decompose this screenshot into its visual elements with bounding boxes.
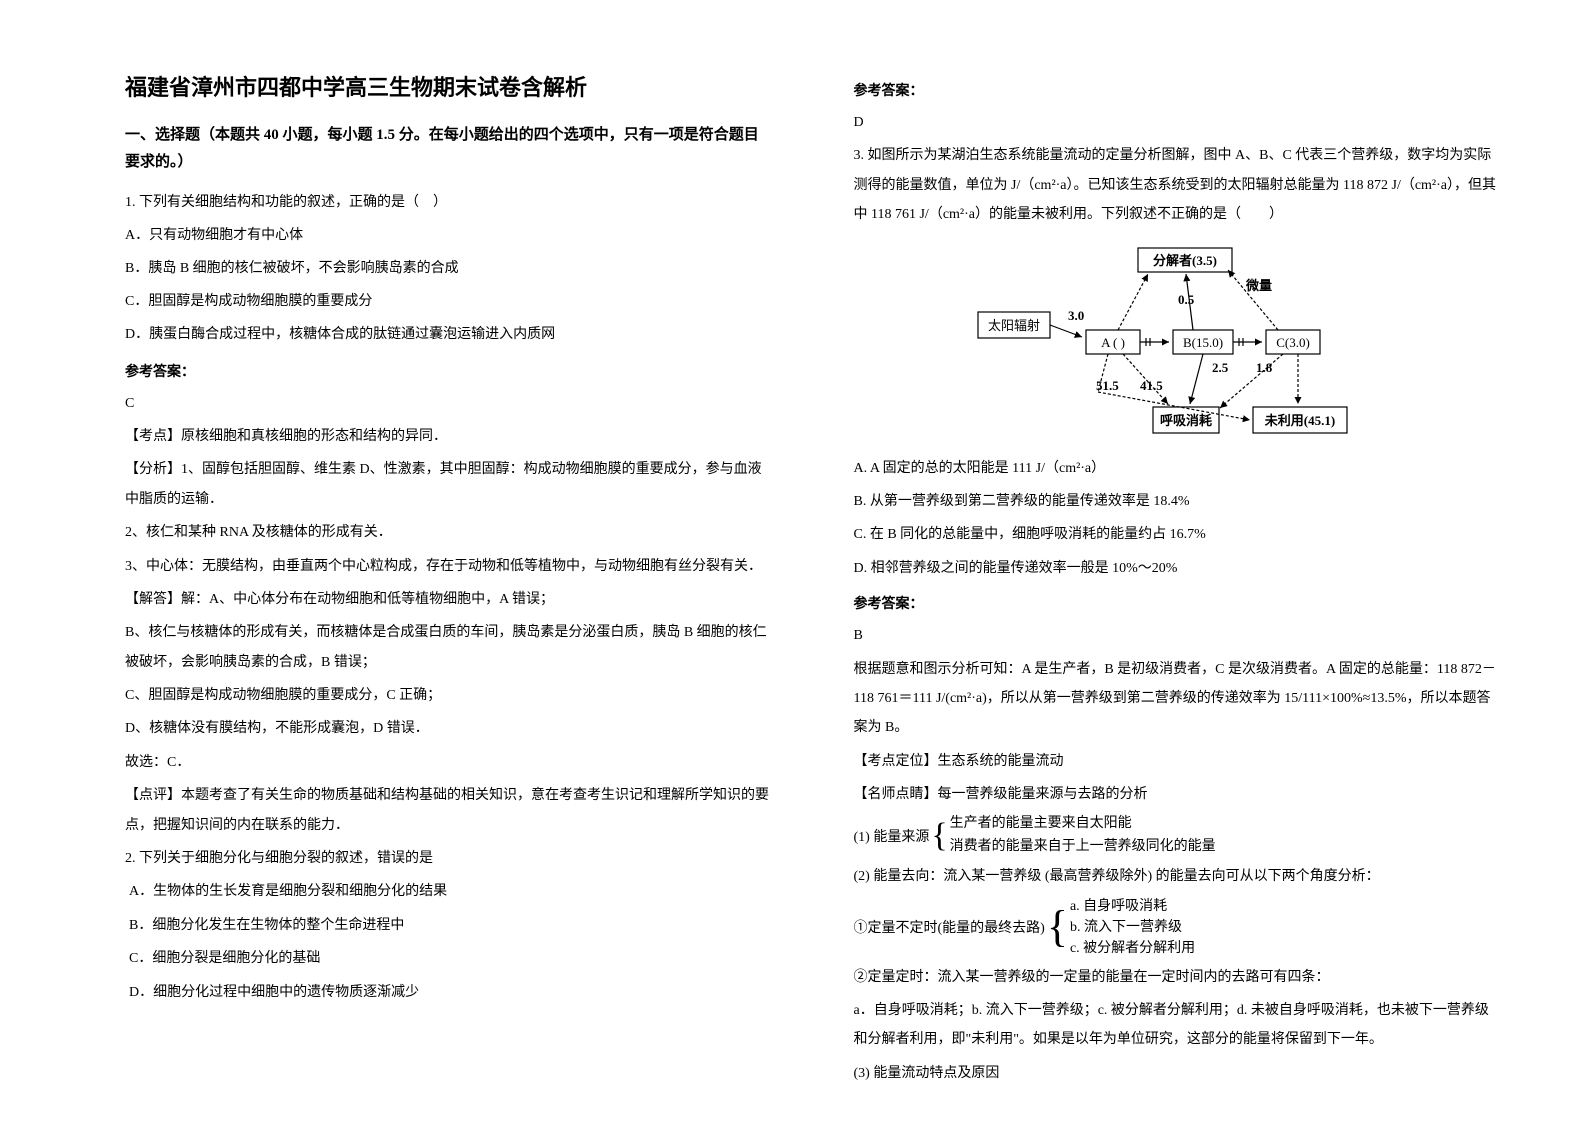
q1-jieda-b: B、核仁与核糖体的形成有关，而核糖体是合成蛋白质的车间，胰岛素是分泌蛋白质，胰岛… xyxy=(125,618,774,677)
ann-a-decomp: 0.5 xyxy=(1178,292,1195,307)
q3-explanation: 根据题意和图示分析可知：A 是生产者，B 是初级消费者，C 是次级消费者。A 固… xyxy=(854,655,1503,743)
dest-label: ①定量不定时(能量的最终去路) xyxy=(854,917,1045,937)
q1-option-d: D．胰蛋白酶合成过程中，核糖体合成的肽链通过囊泡运输进入内质网 xyxy=(125,320,774,351)
q3-option-c: C. 在 B 同化的总能量中，细胞呼吸消耗的能量约占 16.7% xyxy=(854,520,1503,549)
q3-kaodian: 【考点定位】生态系统的能量流动 xyxy=(854,747,1503,776)
q1-option-c: C．胆固醇是构成动物细胞膜的重要成分 xyxy=(125,287,774,318)
q3-option-b: B. 从第一营养级到第二营养级的能量传递效率是 18.4% xyxy=(854,487,1503,516)
q3-stem: 3. 如图所示为某湖泊生态系统能量流动的定量分析图解，图中 A、B、C 代表三个… xyxy=(854,141,1503,229)
q1-jieda-a: 【解答】解：A、中心体分布在动物细胞和低等植物细胞中，A 错误； xyxy=(125,585,774,614)
q1-fenxi-3: 3、中心体：无膜结构，由垂直两个中心粒构成，存在于动物和低等植物中，与动物细胞有… xyxy=(125,552,774,581)
q1-option-a: A．只有动物细胞才有中心体 xyxy=(125,221,774,252)
q1-guxuan: 故选：C． xyxy=(125,748,774,777)
sun-label: 太阳辐射 xyxy=(988,318,1040,333)
q3-mingshi: 【名师点睛】每一营养级能量来源与去路的分析 xyxy=(854,780,1503,809)
dl2: ②定量定时：流入某一营养级的一定量的能量在一定时间内的去路可有四条： xyxy=(854,963,1503,992)
ann-micro: 微量 xyxy=(1245,278,1272,293)
q3-option-a: A. A 固定的总的太阳能是 111 J/（cm²·a） xyxy=(854,454,1503,483)
ann-a-resp: 41.5 xyxy=(1140,378,1163,393)
part3: (3) 能量流动特点及原因 xyxy=(854,1059,1503,1088)
answer-label-2: 参考答案： xyxy=(854,80,1503,100)
q1-fenxi-1: 【分析】1、固醇包括胆固醇、维生素 D、性激素，其中胆固醇：构成动物细胞膜的重要… xyxy=(125,455,774,514)
unused-label: 未利用(45.1) xyxy=(1264,413,1335,428)
ann-sun-a: 3.0 xyxy=(1068,308,1084,323)
q2-option-a: A．生物体的生长发育是细胞分裂和细胞分化的结果 xyxy=(125,877,774,906)
q1-jieda-d: D、核糖体没有膜结构，不能形成囊泡，D 错误． xyxy=(125,714,774,743)
right-column: 参考答案： D 3. 如图所示为某湖泊生态系统能量流动的定量分析图解，图中 A、… xyxy=(814,70,1528,1082)
resp-label: 呼吸消耗 xyxy=(1160,413,1212,428)
q3-option-d: D. 相邻营养级之间的能量传递效率一般是 10%～20% xyxy=(854,554,1503,583)
brace-icon-2: { xyxy=(1047,912,1068,943)
ann-a-unused: 51.5 xyxy=(1096,378,1119,393)
src-top: 生产者的能量主要来自太阳能 xyxy=(950,816,1132,831)
section-1-heading: 一、选择题（本题共 40 小题，每小题 1.5 分。在每小题给出的四个选项中，只… xyxy=(125,122,774,176)
ann-b-resp: 2.5 xyxy=(1212,360,1229,375)
brace-source: (1) 能量来源 { 生产者的能量主要来自太阳能 消费者的能量来自于上一营养级同… xyxy=(854,813,1503,858)
q1-fenxi-2: 2、核仁和某种 RNA 及核糖体的形成有关． xyxy=(125,518,774,547)
q1-jieda-c: C、胆固醇是构成动物细胞膜的重要成分，C 正确； xyxy=(125,681,774,710)
src-bot: 消费者的能量来自于上一营养级同化的能量 xyxy=(950,839,1216,854)
left-column: 福建省漳州市四都中学高三生物期末试卷含解析 一、选择题（本题共 40 小题，每小… xyxy=(100,70,814,1082)
dest-intro: (2) 能量去向：流入某一营养级 (最高营养级除外) 的能量去向可从以下两个角度… xyxy=(854,862,1503,891)
answer-label: 参考答案： xyxy=(125,361,774,381)
brace-icon: { xyxy=(931,822,947,849)
energy-flow-diagram: 太阳辐射 分解者(3.5) A ( ) B(15.0) C(3.0) 呼吸消耗 … xyxy=(968,242,1388,442)
dest-c: c. 被分解者分解利用 xyxy=(1070,941,1195,956)
q1-dianping: 【点评】本题考查了有关生命的物质基础和结构基础的相关知识，意在考查考生识记和理解… xyxy=(125,781,774,840)
page-title: 福建省漳州市四都中学高三生物期末试卷含解析 xyxy=(125,70,774,102)
dest-b: b. 流入下一营养级 xyxy=(1070,920,1182,935)
q3-answer: B xyxy=(854,621,1503,650)
decomposer-label: 分解者(3.5) xyxy=(1153,253,1217,268)
answer-label-3: 参考答案： xyxy=(854,593,1503,613)
box-a-label: A ( ) xyxy=(1101,335,1125,350)
src-label: (1) 能量来源 xyxy=(854,826,930,846)
box-c-label: C(3.0) xyxy=(1276,335,1310,350)
q1-answer: C xyxy=(125,389,774,418)
q1-kaodian: 【考点】原核细胞和真核细胞的形态和结构的异同． xyxy=(125,422,774,451)
dest-a: a. 自身呼吸消耗 xyxy=(1070,899,1167,914)
q2-answer: D xyxy=(854,108,1503,137)
dl-detail: a．自身呼吸消耗；b. 流入下一营养级；c. 被分解者分解利用；d. 未被自身呼… xyxy=(854,996,1503,1055)
q2-stem: 2. 下列关于细胞分化与细胞分裂的叙述，错误的是 xyxy=(125,844,774,873)
q1-stem: 1. 下列有关细胞结构和功能的叙述，正确的是（ ） xyxy=(125,188,774,217)
box-b-label: B(15.0) xyxy=(1183,335,1223,350)
q2-option-d: D．细胞分化过程中细胞中的遗传物质逐渐减少 xyxy=(125,978,774,1007)
q2-option-b: B．细胞分化发生在生物体的整个生命进程中 xyxy=(125,911,774,940)
ann-c-resp: 1.8 xyxy=(1256,360,1273,375)
brace-dest: ①定量不定时(能量的最终去路) { a. 自身呼吸消耗 b. 流入下一营养级 c… xyxy=(854,896,1503,959)
q1-option-b: B．胰岛 B 细胞的核仁被破坏，不会影响胰岛素的合成 xyxy=(125,254,774,285)
q2-option-c: C．细胞分裂是细胞分化的基础 xyxy=(125,944,774,973)
